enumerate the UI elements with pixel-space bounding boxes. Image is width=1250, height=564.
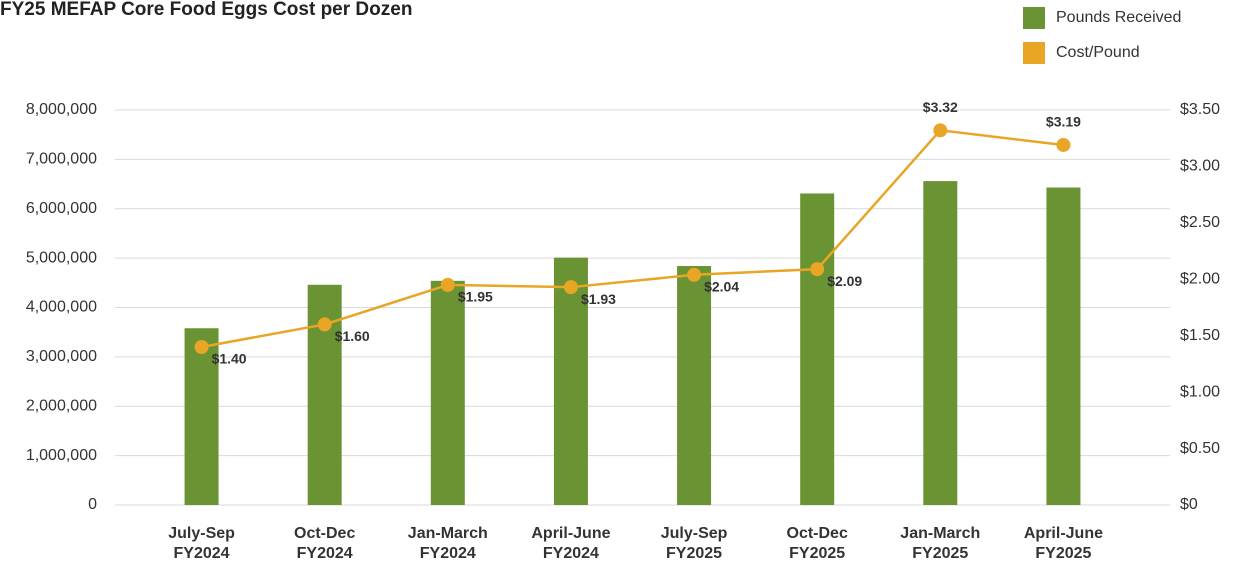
y-tick-label: 2,000,000 [26, 397, 97, 414]
line-point [317, 317, 332, 332]
y2-tick-label: $3.50 [1180, 101, 1220, 118]
line [201, 128, 1064, 349]
data-label: $1.60 [335, 328, 370, 344]
y2-tick-label: $2.50 [1180, 214, 1220, 231]
y-tick-label: 7,000,000 [26, 151, 97, 168]
y-tick-label: 1,000,000 [26, 447, 97, 464]
y2-tick-label: $1.00 [1180, 383, 1220, 400]
y-tick-label: 6,000,000 [26, 200, 97, 217]
y-tick-label: 8,000,000 [26, 101, 97, 118]
data-label: $1.95 [458, 289, 493, 305]
y2-tick-label: $0.50 [1180, 440, 1220, 457]
line-point [440, 277, 455, 292]
line-point [687, 267, 702, 282]
bar [553, 257, 588, 505]
y2-tick-label: $1.50 [1180, 327, 1220, 344]
data-label: $2.04 [704, 278, 739, 294]
y-tick-label: 5,000,000 [26, 249, 97, 266]
y-tick-label: 0 [88, 496, 97, 513]
y-tick-label: 3,000,000 [26, 348, 97, 365]
legend-swatch [1023, 7, 1045, 29]
line-point [933, 123, 948, 138]
x-tick-label: April-June FY2024 [531, 525, 610, 562]
y2-tick-label: $2.00 [1180, 271, 1220, 288]
x-tick-label: Oct-Dec FY2025 [787, 525, 848, 562]
bar [677, 266, 712, 505]
bar [1046, 187, 1081, 506]
bar [184, 328, 219, 505]
line-point [194, 340, 209, 354]
line-point [563, 280, 578, 295]
x-tick-label: Oct-Dec FY2024 [294, 525, 355, 562]
x-tick-label: April-June FY2025 [1024, 525, 1103, 562]
data-label: $2.09 [827, 273, 862, 289]
x-tick-label: Jan-March FY2025 [900, 525, 980, 562]
line-point [810, 262, 825, 277]
x-tick-label: Jan-March FY2024 [408, 525, 488, 562]
legend-swatch [1023, 42, 1045, 64]
legend-label: Cost/Pound [1056, 44, 1140, 61]
data-label: $1.93 [581, 291, 616, 307]
y-tick-label: 4,000,000 [26, 299, 97, 316]
bar [923, 181, 958, 505]
x-tick-label: July-Sep FY2025 [661, 525, 728, 562]
bar [430, 280, 465, 505]
data-label: $3.32 [923, 99, 958, 115]
x-tick-label: July-Sep FY2024 [168, 525, 235, 562]
y2-tick-label: $0 [1180, 496, 1198, 513]
line-point [1056, 137, 1071, 152]
y2-tick-label: $3.00 [1180, 158, 1220, 175]
data-label: $1.40 [212, 351, 247, 367]
data-label: $3.19 [1046, 114, 1081, 130]
bar [800, 193, 835, 505]
chart-title: FY25 MEFAP Core Food Eggs Cost per Dozen [0, 0, 412, 20]
legend-label: Pounds Received [1056, 9, 1181, 26]
